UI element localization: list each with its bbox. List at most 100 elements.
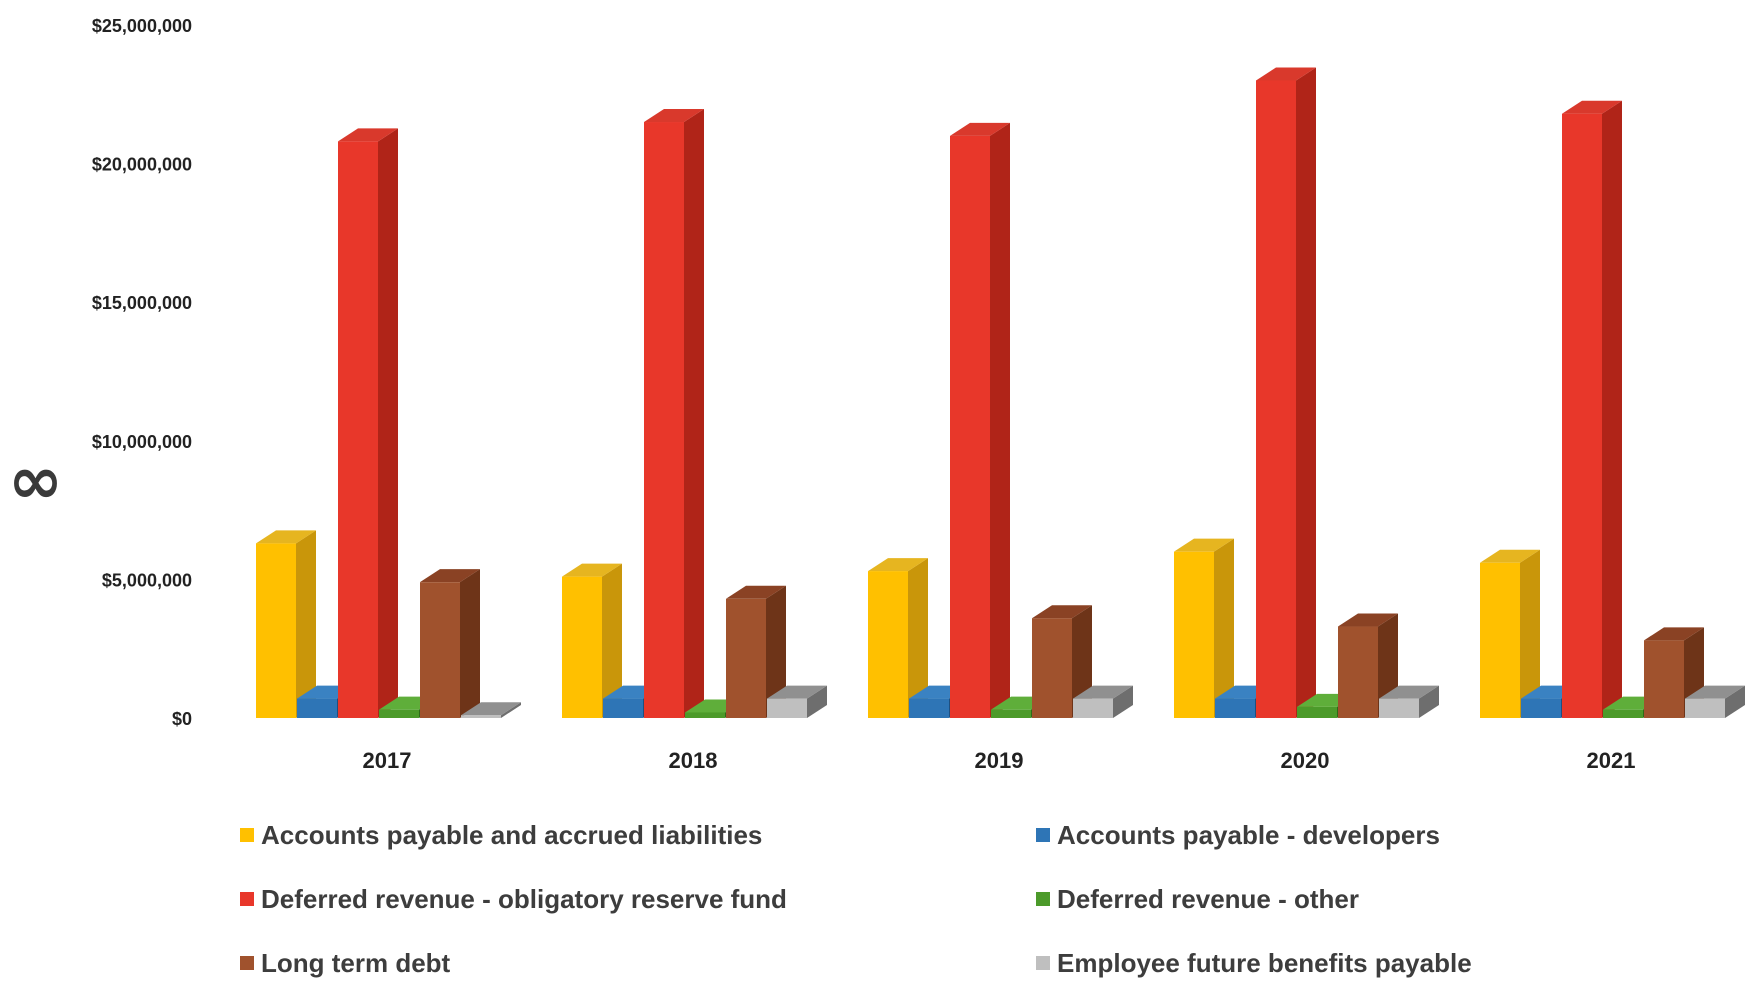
bar-top-face xyxy=(256,530,316,544)
legend-item: Accounts payable - developers xyxy=(1036,818,1536,852)
y-tick-label: $20,000,000 xyxy=(92,155,192,175)
y-tick-label: $5,000,000 xyxy=(102,570,192,590)
bar-side-face xyxy=(766,585,786,718)
legend-swatch xyxy=(240,956,254,970)
bar-front-face xyxy=(1644,640,1684,718)
legend-item: Accounts payable and accrued liabilities xyxy=(240,818,1036,852)
x-category-label: 2021 xyxy=(1587,748,1636,773)
bar-front-face xyxy=(1338,626,1378,718)
bar-2019-series-0 xyxy=(868,558,928,718)
bar-front-face xyxy=(991,709,1031,718)
bar-front-face xyxy=(644,122,684,718)
x-category-label: 2017 xyxy=(363,748,412,773)
bar-2018-series-0 xyxy=(562,563,622,718)
y-tick-label: $15,000,000 xyxy=(92,293,192,313)
legend-swatch xyxy=(240,828,254,842)
bar-front-face xyxy=(379,709,419,718)
bar-top-face xyxy=(1379,685,1439,699)
bar-front-face xyxy=(767,698,807,718)
legend-label: Accounts payable and accrued liabilities xyxy=(261,819,763,850)
bar-side-face xyxy=(908,558,928,718)
bar-side-face xyxy=(1296,67,1316,718)
bar-top-face xyxy=(1032,605,1092,619)
bar-top-face xyxy=(420,569,480,583)
bar-2018-series-4 xyxy=(726,585,786,718)
bar-front-face xyxy=(603,698,643,718)
bar-front-face xyxy=(1073,698,1113,718)
bar-side-face xyxy=(1602,100,1622,719)
bar-side-face xyxy=(1113,685,1133,718)
bar-2021-series-2 xyxy=(1562,100,1622,719)
bar-top-face xyxy=(1256,67,1316,81)
bar-top-face xyxy=(644,109,704,123)
bar-front-face xyxy=(297,698,337,718)
bar-front-face xyxy=(868,571,908,718)
legend-swatch xyxy=(1036,828,1050,842)
side-mark: ∞ xyxy=(8,442,63,519)
bar-2018-series-2 xyxy=(644,109,704,718)
bar-2020-series-5 xyxy=(1379,685,1439,718)
bar-2017-series-4 xyxy=(420,569,480,718)
bar-front-face xyxy=(1521,698,1561,718)
bar-side-face xyxy=(1419,685,1439,718)
bar-front-face xyxy=(1032,618,1072,718)
bar-front-face xyxy=(950,135,990,718)
bar-top-face xyxy=(1685,685,1745,699)
bar-top-face xyxy=(338,128,398,142)
legend-label: Employee future benefits payable xyxy=(1057,947,1472,978)
legend-item: Deferred revenue - other xyxy=(1036,882,1536,916)
bar-top-face xyxy=(1562,100,1622,114)
bar-top-face xyxy=(461,702,521,716)
bar-front-face xyxy=(909,698,949,718)
bar-top-face xyxy=(1174,538,1234,552)
legend-item: Long term debt xyxy=(240,946,1036,980)
bar-side-face xyxy=(807,685,827,718)
bar-side-face xyxy=(296,530,316,718)
bar-side-face xyxy=(1725,685,1745,718)
bar-2017-series-2 xyxy=(338,128,398,718)
y-tick-label: $0 xyxy=(172,709,192,729)
bar-front-face xyxy=(1379,698,1419,718)
legend: Accounts payable and accrued liabilities… xyxy=(240,818,1540,980)
bar-front-face xyxy=(1256,80,1296,718)
x-axis-category-labels: 2017 2018 2019 2020 2021 xyxy=(363,748,1636,773)
y-axis-tick-labels: $0 $5,000,000 $10,000,000 $15,000,000 $20,00… xyxy=(92,16,192,729)
x-category-label: 2020 xyxy=(1281,748,1330,773)
bar-top-face xyxy=(767,685,827,699)
bar-front-face xyxy=(461,715,501,718)
x-category-label: 2019 xyxy=(975,748,1024,773)
bar-top-face xyxy=(726,585,786,599)
bar-side-face xyxy=(1214,538,1234,718)
bar-2017-series-0 xyxy=(256,530,316,718)
bar-2019-series-5 xyxy=(1073,685,1133,718)
legend-swatch xyxy=(240,892,254,906)
bar-top-face xyxy=(1338,613,1398,627)
bar-2018-series-5 xyxy=(767,685,827,718)
bar-2017-series-5 xyxy=(461,702,521,718)
legend-item: Employee future benefits payable xyxy=(1036,946,1536,980)
bar-side-face xyxy=(460,569,480,718)
bar-side-face xyxy=(501,702,521,718)
bar-marks xyxy=(256,67,1745,719)
bar-2019-series-2 xyxy=(950,122,1010,718)
bar-front-face xyxy=(420,582,460,718)
bar-front-face xyxy=(1480,562,1520,718)
bar-top-face xyxy=(1480,549,1540,563)
bar-front-face xyxy=(1215,698,1255,718)
legend-swatch xyxy=(1036,956,1050,970)
bar-front-face xyxy=(256,543,296,718)
bar-2020-series-0 xyxy=(1174,538,1234,718)
bar-2020-series-2 xyxy=(1256,67,1316,718)
bar-front-face xyxy=(1685,698,1725,718)
bar-front-face xyxy=(1603,709,1643,718)
bar-front-face xyxy=(338,141,378,718)
bar-top-face xyxy=(950,122,1010,136)
bar-top-face xyxy=(562,563,622,577)
x-category-label: 2018 xyxy=(669,748,718,773)
bar-front-face xyxy=(1297,706,1337,718)
bar-2021-series-5 xyxy=(1685,685,1745,718)
bar-2021-series-0 xyxy=(1480,549,1540,718)
bar-front-face xyxy=(685,712,725,718)
legend-label: Deferred revenue - obligatory reserve fu… xyxy=(261,883,787,914)
